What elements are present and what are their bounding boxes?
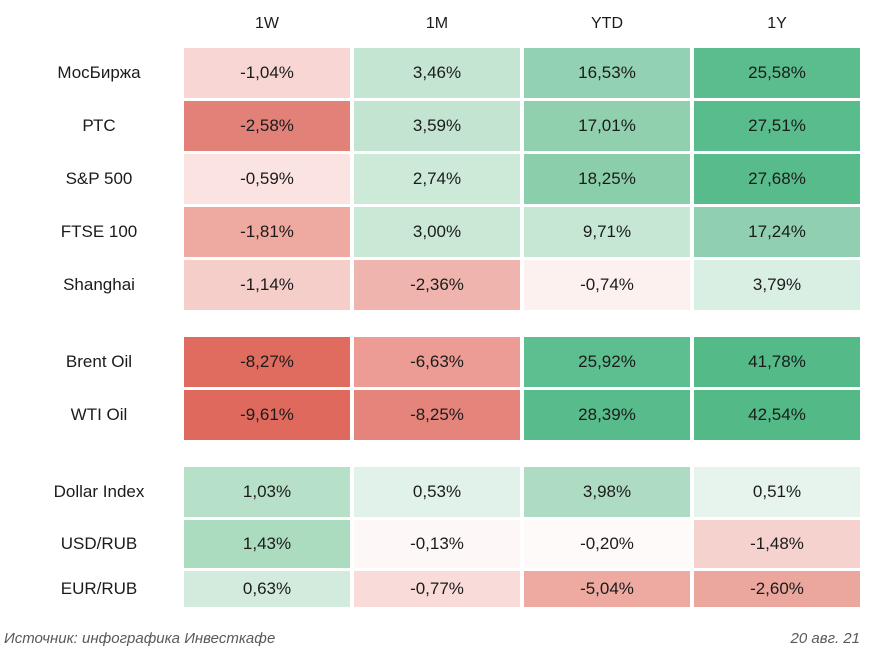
row-label-eur-rub: EUR/RUB	[60, 579, 138, 598]
heatmap-cell: -0,74%	[524, 260, 690, 310]
heatmap-cell: 0,51%	[694, 467, 860, 517]
section-oil: Brent Oil -8,27% -6,63% 25,92% 41,78% WT…	[0, 337, 860, 440]
row-label-rts: РТС	[82, 116, 116, 135]
heatmap-cell: 1,03%	[184, 467, 350, 517]
heatmap-cell: 41,78%	[694, 337, 860, 387]
heatmap-cell: -2,36%	[354, 260, 520, 310]
heatmap-cell: 28,39%	[524, 390, 690, 440]
heatmap-cell: 16,53%	[524, 48, 690, 98]
heatmap-cell: 27,51%	[694, 101, 860, 151]
footer: Источник: инфографика Инвесткафе 20 авг.…	[0, 630, 874, 647]
heatmap-cell: -1,04%	[184, 48, 350, 98]
heatmap-cell: -0,77%	[354, 571, 520, 607]
heatmap-cell: -2,58%	[184, 101, 350, 151]
row-label-usd-rub: USD/RUB	[60, 534, 138, 553]
column-header-1y: 1Y	[767, 15, 787, 32]
column-header-ytd: YTD	[591, 15, 623, 32]
heatmap-cell: 42,54%	[694, 390, 860, 440]
heatmap-cell: -0,20%	[524, 520, 690, 568]
heatmap-cell: 2,74%	[354, 154, 520, 204]
section-indices: МосБиржа -1,04% 3,46% 16,53% 25,58% РТС …	[0, 48, 860, 310]
row-label-brent: Brent Oil	[65, 352, 133, 371]
heatmap-cell: 1,43%	[184, 520, 350, 568]
heatmap-cell: -8,25%	[354, 390, 520, 440]
row-label-wti: WTI Oil	[70, 405, 128, 424]
heatmap-cell: 3,00%	[354, 207, 520, 257]
row-label-ftse100: FTSE 100	[60, 222, 138, 241]
heatmap-cell: -1,81%	[184, 207, 350, 257]
heatmap-cell: 25,92%	[524, 337, 690, 387]
column-header-1m: 1M	[425, 15, 449, 32]
date-label: 20 авг. 21	[790, 630, 860, 647]
heatmap-cell: -6,63%	[354, 337, 520, 387]
heatmap-cell: 9,71%	[524, 207, 690, 257]
heatmap-cell: -9,61%	[184, 390, 350, 440]
row-label-dollar-index: Dollar Index	[53, 482, 145, 501]
heatmap-cell: -1,14%	[184, 260, 350, 310]
section-currencies: Dollar Index 1,03% 0,53% 3,98% 0,51% USD…	[0, 467, 860, 607]
heatmap-cell: 0,63%	[184, 571, 350, 607]
row-label-mosbirzha: МосБиржа	[57, 63, 141, 82]
heatmap-cell: -8,27%	[184, 337, 350, 387]
heatmap-cell: -2,60%	[694, 571, 860, 607]
row-label-sp500: S&P 500	[65, 169, 133, 188]
heatmap-cell: 0,53%	[354, 467, 520, 517]
column-header-row: 1W 1M YTD 1Y	[0, 0, 860, 48]
heatmap-cell: 27,68%	[694, 154, 860, 204]
heatmap-cell: 25,58%	[694, 48, 860, 98]
heatmap-cell: -5,04%	[524, 571, 690, 607]
heatmap-cell: 3,59%	[354, 101, 520, 151]
heatmap-cell: -1,48%	[694, 520, 860, 568]
heatmap-cell: 18,25%	[524, 154, 690, 204]
heatmap-cell: 17,01%	[524, 101, 690, 151]
heatmap-cell: -0,59%	[184, 154, 350, 204]
heatmap-cell: 3,98%	[524, 467, 690, 517]
column-header-1w: 1W	[255, 15, 279, 32]
heatmap-cell: 3,79%	[694, 260, 860, 310]
heatmap-cell: 17,24%	[694, 207, 860, 257]
heatmap-cell: 3,46%	[354, 48, 520, 98]
row-label-shanghai: Shanghai	[63, 275, 135, 294]
source-credit: Источник: инфографика Инвесткафе	[4, 630, 276, 647]
heatmap-cell: -0,13%	[354, 520, 520, 568]
